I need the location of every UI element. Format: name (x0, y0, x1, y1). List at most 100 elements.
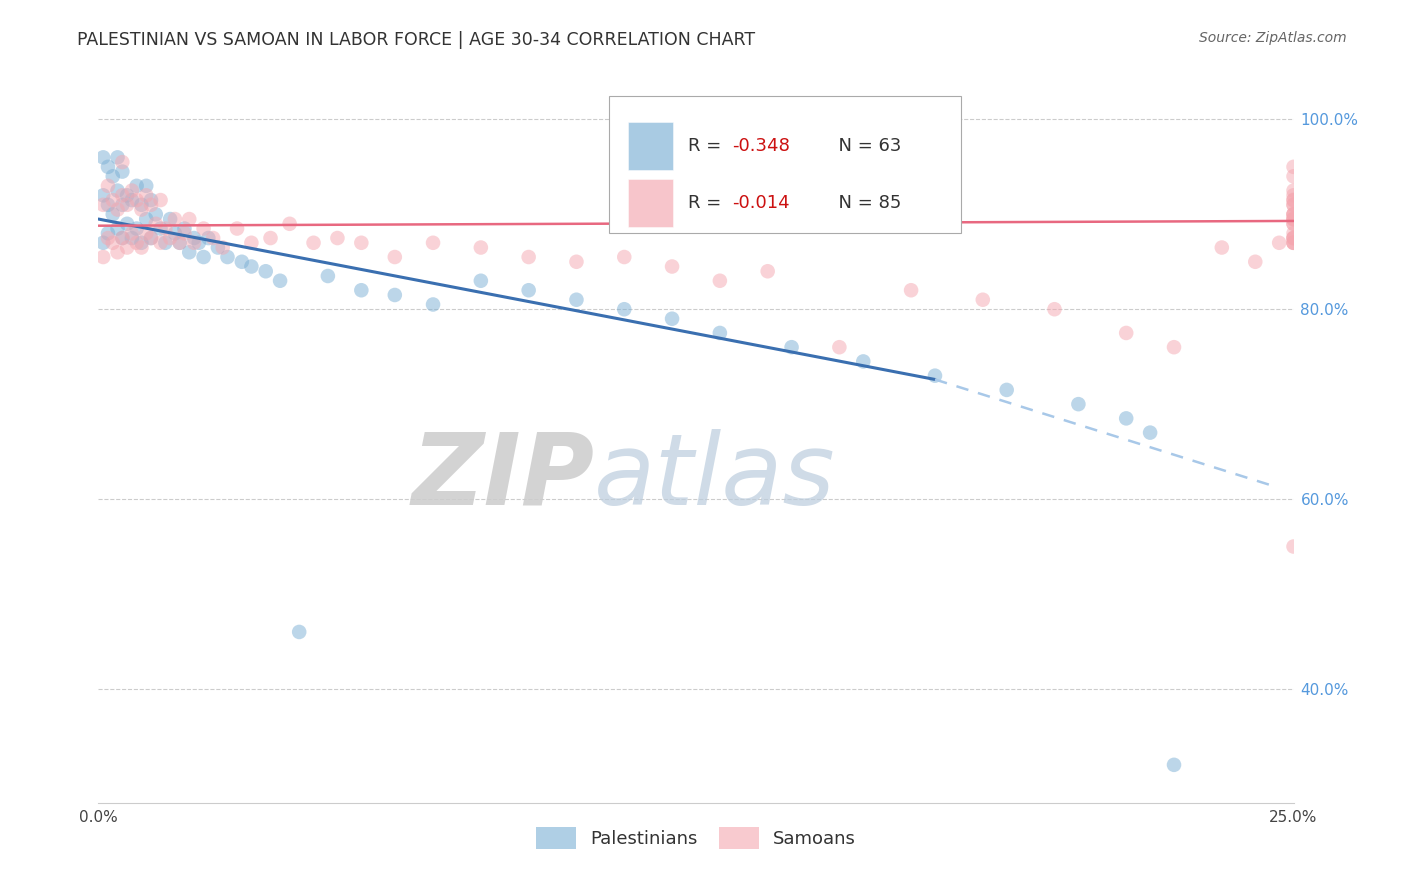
Point (101, 235, 124, 250)
Point (169, 235, 191, 250)
Text: -0.014: -0.014 (733, 194, 789, 212)
Point (139, 231, 162, 245)
Point (1282, 207, 1305, 221)
Point (326, 231, 349, 245)
Point (302, 235, 325, 250)
Point (202, 231, 225, 245)
Point (756, 264, 779, 278)
Point (1282, 207, 1305, 221)
Point (1282, 193, 1305, 207)
Point (111, 231, 134, 245)
Point (115, 217, 138, 231)
Point (131, 240, 153, 255)
Point (97, 160, 120, 174)
Point (1282, 188, 1305, 202)
Point (163, 212, 186, 227)
Point (97, 231, 120, 245)
Point (1282, 184, 1305, 198)
Point (1282, 193, 1305, 207)
Point (828, 340, 851, 354)
Point (1282, 540, 1305, 554)
Point (149, 193, 172, 207)
Point (107, 184, 129, 198)
Point (135, 212, 157, 227)
Text: R =: R = (688, 137, 727, 155)
Point (1211, 240, 1233, 255)
Point (121, 231, 143, 245)
Point (207, 240, 229, 255)
Point (125, 178, 148, 193)
Point (1282, 198, 1305, 212)
Point (169, 235, 191, 250)
Point (709, 274, 731, 288)
Point (1244, 254, 1267, 268)
Point (155, 221, 177, 235)
Point (517, 250, 540, 264)
Point (565, 254, 588, 268)
Text: N = 63: N = 63 (827, 137, 901, 155)
Point (91, 150, 114, 164)
Point (97, 198, 120, 212)
Point (125, 235, 148, 250)
Point (1282, 160, 1305, 174)
Point (91, 188, 114, 202)
Point (900, 283, 922, 297)
Point (350, 283, 373, 297)
Point (565, 293, 588, 307)
Point (1139, 425, 1161, 440)
Point (1282, 212, 1305, 227)
Point (135, 178, 157, 193)
Point (1282, 235, 1305, 250)
Point (240, 260, 263, 274)
Point (1282, 207, 1305, 221)
Point (101, 207, 124, 221)
Point (350, 235, 373, 250)
Point (1282, 227, 1305, 241)
Point (173, 227, 195, 241)
Point (709, 326, 731, 340)
Point (139, 193, 162, 207)
Point (159, 231, 181, 245)
Point (1282, 212, 1305, 227)
Point (269, 274, 291, 288)
Point (107, 150, 129, 164)
Point (145, 217, 167, 231)
Point (115, 198, 138, 212)
Point (111, 188, 134, 202)
Point (91, 235, 114, 250)
Point (1115, 326, 1137, 340)
Point (149, 235, 172, 250)
Point (226, 221, 249, 235)
Point (613, 302, 636, 317)
Point (179, 212, 201, 227)
Point (384, 250, 406, 264)
Point (183, 231, 205, 245)
Point (121, 227, 143, 241)
Point (217, 250, 239, 264)
Point (107, 202, 129, 217)
Point (97, 178, 120, 193)
Point (924, 368, 946, 383)
Point (125, 193, 148, 207)
Point (1282, 169, 1305, 184)
Point (139, 231, 162, 245)
Point (1282, 198, 1305, 212)
Point (1067, 397, 1090, 411)
Point (1115, 411, 1137, 425)
Point (316, 268, 339, 283)
Point (111, 164, 134, 178)
Point (101, 193, 124, 207)
Point (231, 254, 253, 268)
Point (780, 340, 803, 354)
Point (115, 188, 138, 202)
Point (115, 240, 138, 255)
Point (91, 198, 114, 212)
Point (183, 235, 205, 250)
Point (517, 283, 540, 297)
Point (193, 221, 215, 235)
Point (135, 227, 157, 241)
Point (661, 260, 683, 274)
Point (259, 231, 281, 245)
Point (384, 288, 406, 302)
Point (1282, 217, 1305, 231)
